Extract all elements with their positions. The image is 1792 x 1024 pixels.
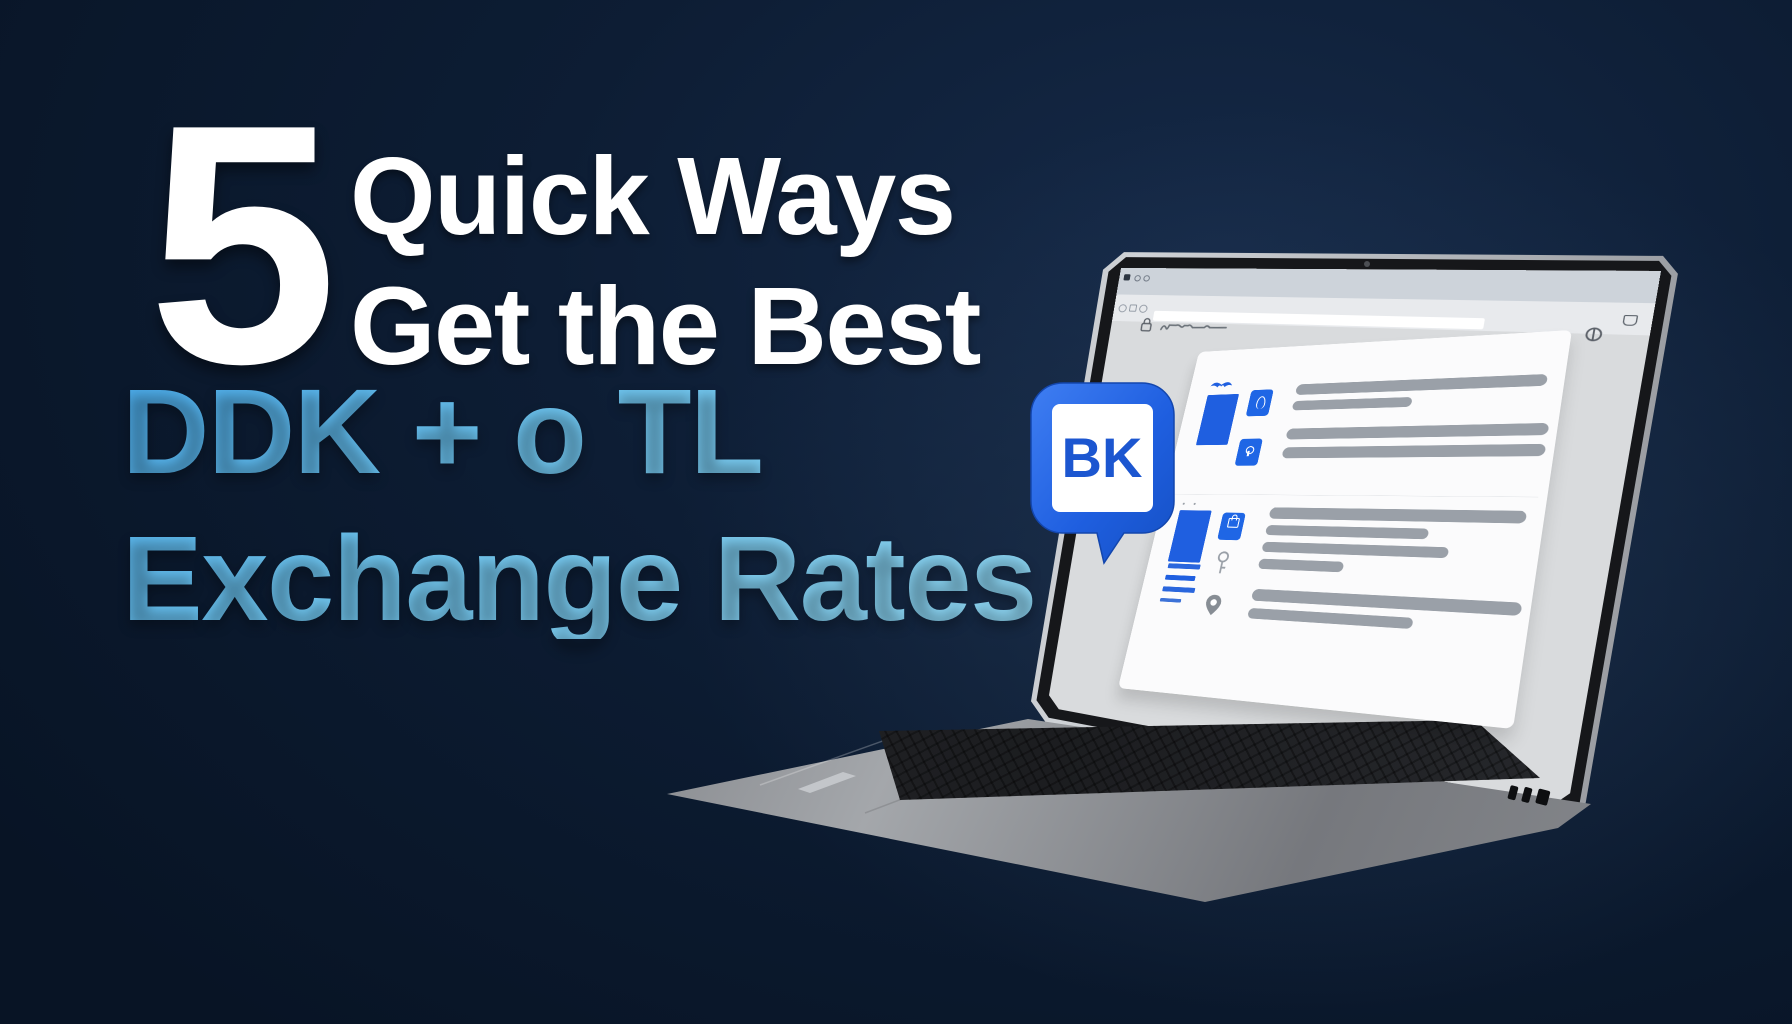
svg-text:BK: BK [1062, 426, 1143, 489]
